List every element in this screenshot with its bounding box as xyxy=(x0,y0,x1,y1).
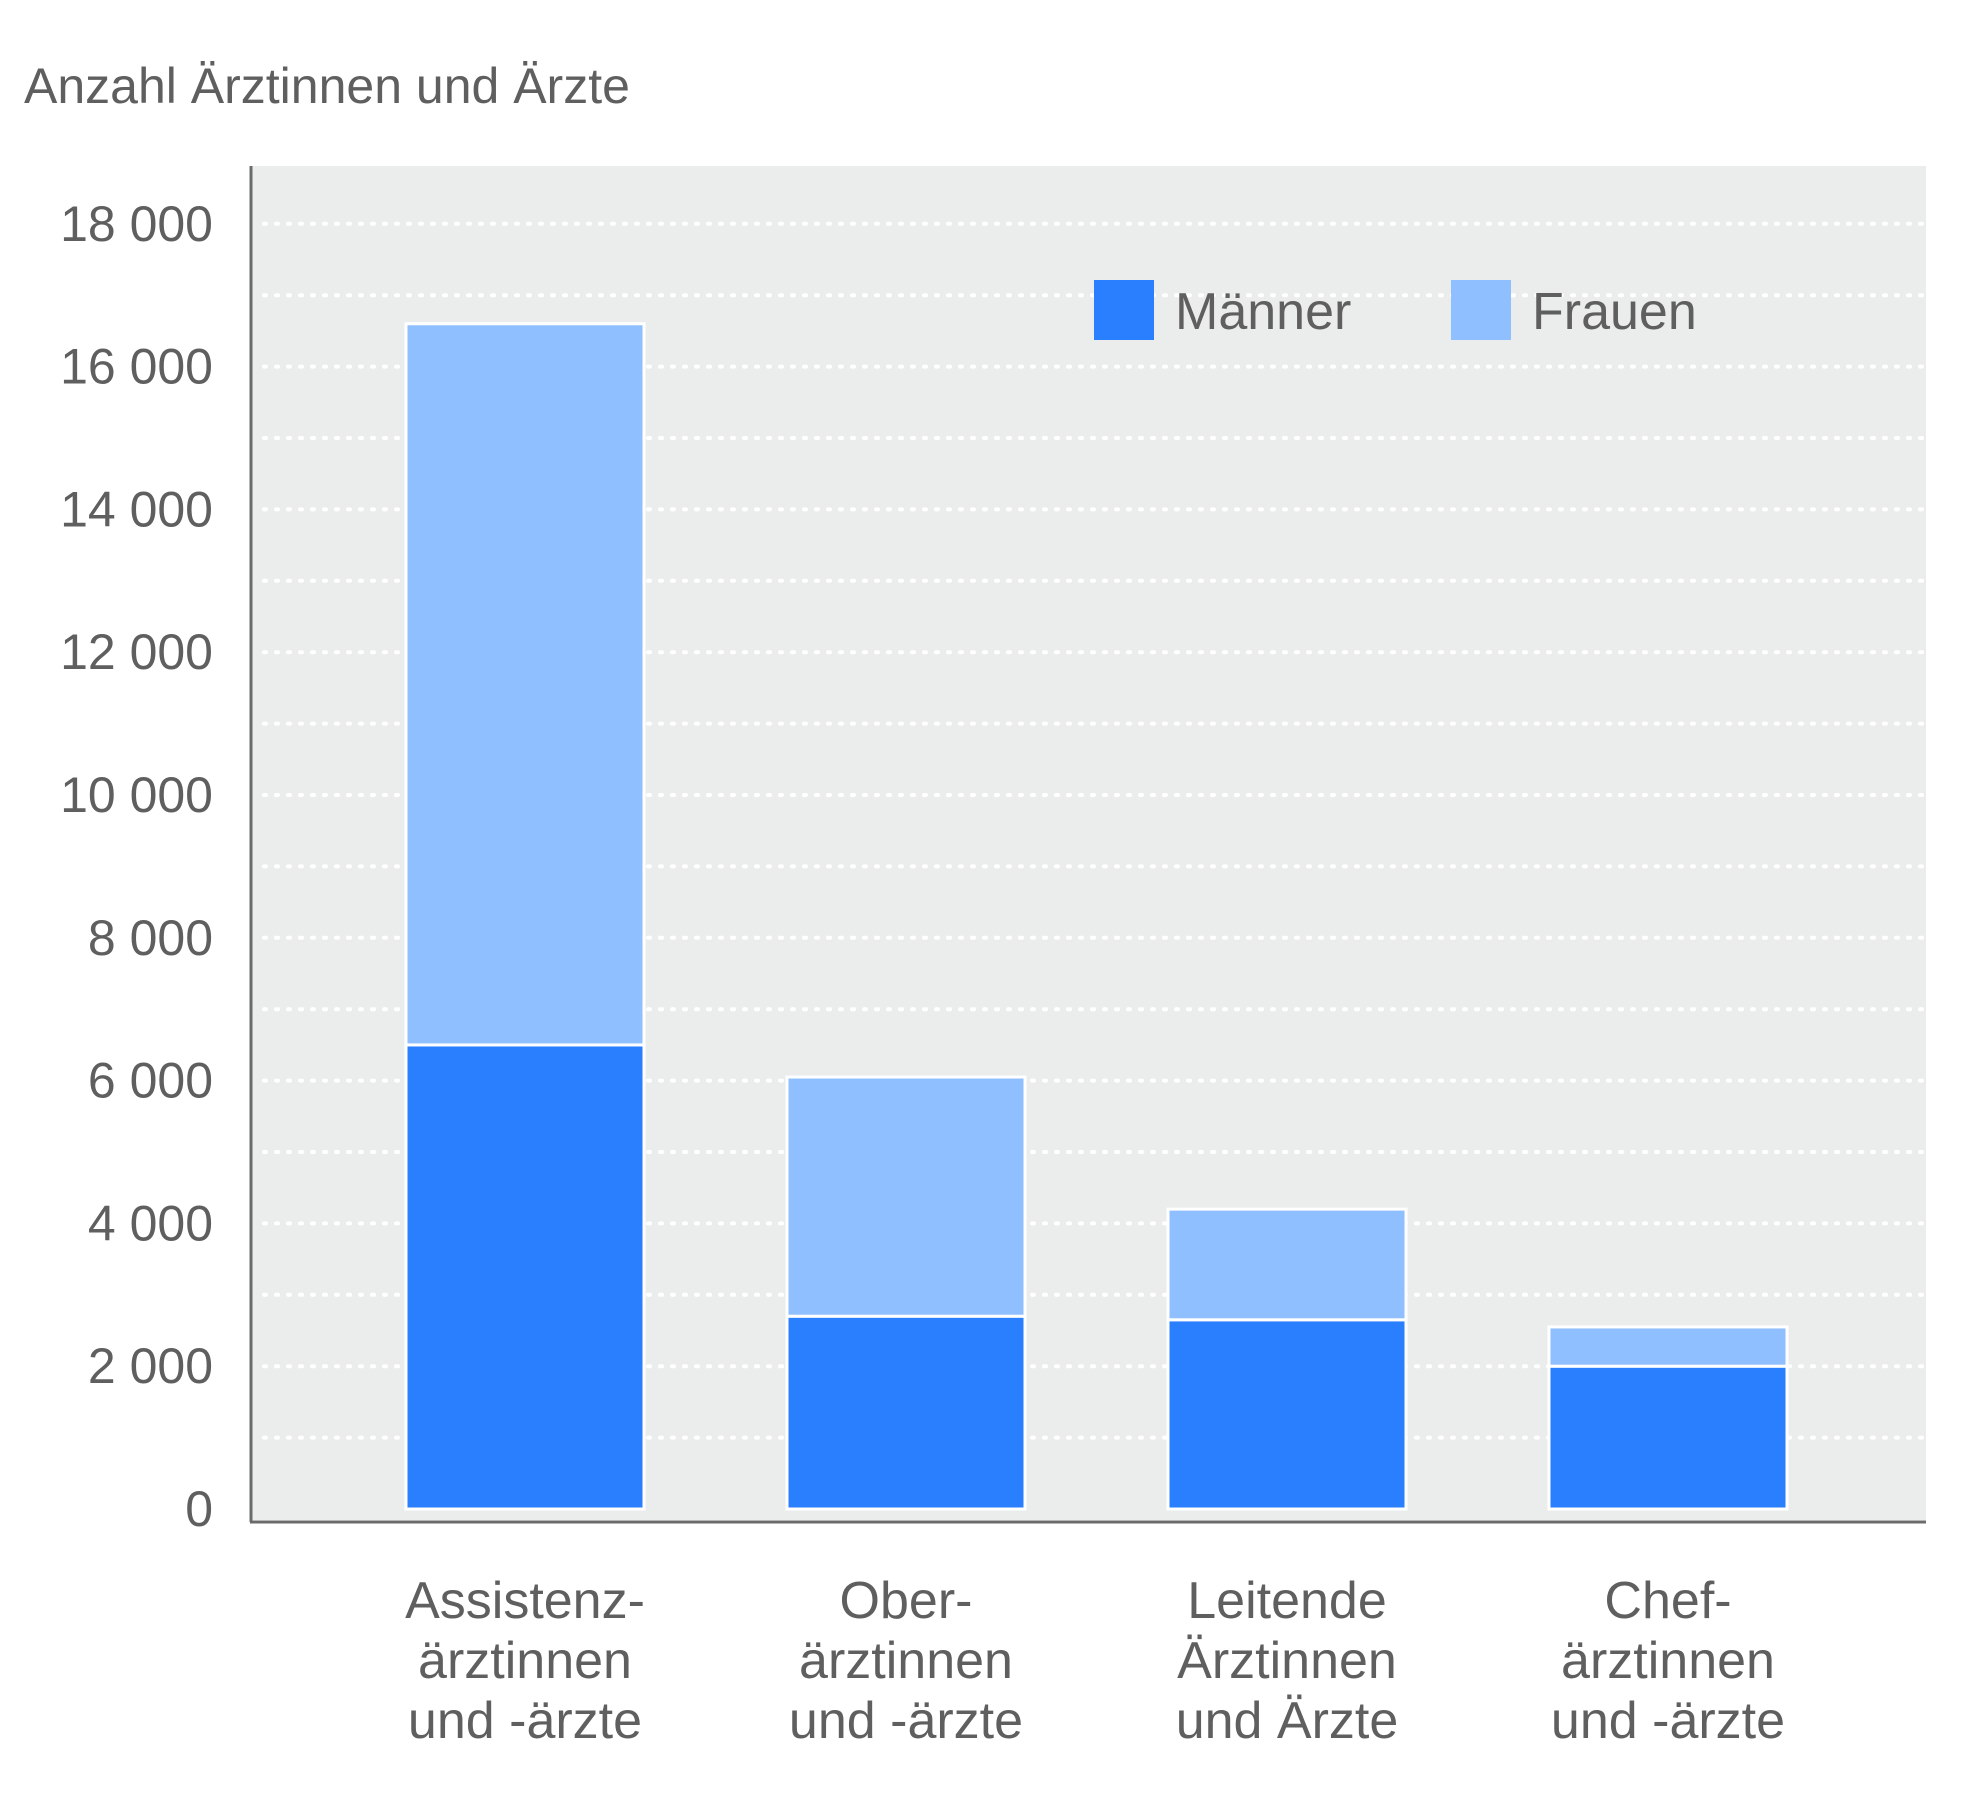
legend-swatch xyxy=(1094,280,1154,340)
bar-segment-m-nner xyxy=(785,1314,1027,1511)
bar-segment-m-nner xyxy=(1547,1364,1789,1511)
y-tick-label: 12 000 xyxy=(60,624,213,680)
x-category-label: Ober- xyxy=(840,1572,973,1630)
y-tick-label: 14 000 xyxy=(60,481,213,537)
bar-segment-frauen xyxy=(1166,1207,1408,1322)
y-tick-label: 18 000 xyxy=(60,196,213,252)
y-tick-label: 6 000 xyxy=(88,1053,213,1109)
x-category-label: Chef- xyxy=(1604,1572,1731,1630)
y-tick-label: 16 000 xyxy=(60,339,213,395)
y-tick-label: 4 000 xyxy=(88,1195,213,1251)
x-category-label: Ärztinnen xyxy=(1177,1632,1397,1690)
legend-label: Männer xyxy=(1175,283,1351,341)
y-axis-title: Anzahl Ärztinnen und Ärzte xyxy=(24,58,630,114)
x-category-label: ärztinnen xyxy=(799,1632,1013,1690)
y-tick-labels: 0 2 000 4 000 6 000 8 000 10 000 12 000 14 000 1… xyxy=(60,196,213,1537)
legend: Männer Frauen xyxy=(1094,280,1697,341)
legend-swatch xyxy=(1451,280,1511,340)
y-tick-label: 0 xyxy=(185,1481,213,1537)
x-category-label: ärztinnen xyxy=(1561,1632,1775,1690)
bar-segment-m-nner xyxy=(1166,1318,1408,1511)
x-category-label: Leitende xyxy=(1187,1572,1387,1630)
x-category-label: und -ärzte xyxy=(789,1692,1023,1750)
bar-segment-frauen xyxy=(1547,1325,1789,1368)
x-category-label: und -ärzte xyxy=(1551,1692,1785,1750)
y-tick-label: 10 000 xyxy=(60,767,213,823)
bars xyxy=(404,322,1789,1511)
x-category-label: und -ärzte xyxy=(408,1692,642,1750)
bar-segment-frauen xyxy=(404,322,646,1047)
bar-segment-frauen xyxy=(785,1075,1027,1318)
y-tick-label: 8 000 xyxy=(88,910,213,966)
x-category-label: ärztinnen xyxy=(418,1632,632,1690)
bar-segment-m-nner xyxy=(404,1043,646,1511)
x-category-label: Assistenz- xyxy=(405,1572,645,1630)
x-category-label: und Ärzte xyxy=(1176,1692,1399,1750)
legend-label: Frauen xyxy=(1532,283,1697,341)
y-tick-label: 2 000 xyxy=(88,1338,213,1394)
